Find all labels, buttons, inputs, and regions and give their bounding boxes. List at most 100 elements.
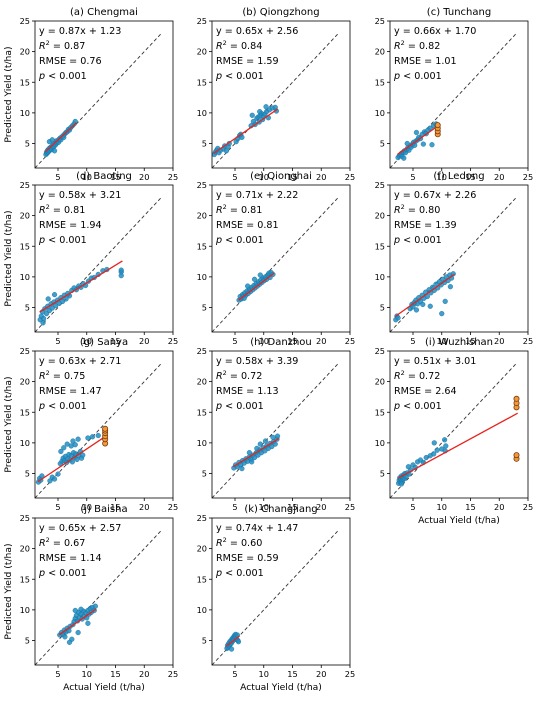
data-point [245,283,251,289]
data-point [257,109,263,115]
y-axis-label: Predicted Yield (t/ha) [3,46,14,142]
data-point [401,155,407,161]
data-point [413,129,420,136]
y-tick-label: 10 [375,272,385,282]
y-tick-label: 10 [20,108,30,118]
rmse: RMSE = 1.94 [39,220,102,231]
x-tick-label: 25 [523,336,533,346]
data-point [75,629,81,636]
r-squared: R2 = 0.80 [394,203,440,216]
data-point [398,481,405,487]
r-superscript: 2 [401,369,405,377]
points-group [35,432,101,485]
subplot-title: (f) Ledong [433,171,484,182]
data-point [75,436,81,442]
x-tick-label: 15 [287,669,297,679]
data-point [431,440,437,446]
p-symbol: p [38,235,45,246]
regression-equation: y = 0.58x + 3.39 [216,356,298,367]
x-tick-label: 10 [437,336,447,346]
p-value-text: < 0.001 [222,401,264,412]
r-symbol: R [394,205,401,216]
y-tick-label: 15 [375,77,385,87]
p-value: p < 0.001 [215,568,264,579]
identity-line [34,196,162,333]
x-tick-label: 10 [259,172,269,182]
data-point [40,320,46,326]
r-squared-value: = 0.67 [50,538,86,549]
data-point [254,445,260,451]
subplot-title: (j) Baisha [80,504,127,515]
data-point [263,104,269,110]
regression-equation: y = 0.63x + 2.71 [39,356,121,367]
x-tick-label: 20 [139,172,149,182]
rmse: RMSE = 0.76 [39,56,102,67]
data-point [80,452,86,458]
regression-equation: y = 0.74x + 1.47 [216,523,298,534]
x-tick-label: 25 [523,502,533,512]
x-tick-label: 10 [259,336,269,346]
r-superscript: 2 [46,369,50,377]
x-tick-label: 20 [139,669,149,679]
subplot-7: (g) Sanya y = 0.63x + 2.71 R2 = 0.75 RMSE =… [3,337,178,512]
y-tick-label: 5 [25,139,30,149]
r-squared-value: = 0.75 [50,371,86,382]
regression-line [394,273,455,318]
subplot-title: (e) Qionghai [250,171,312,182]
r-superscript: 2 [46,536,50,544]
data-point [251,276,258,282]
y-axis-label: Predicted Yield (t/ha) [3,210,14,306]
p-value: p < 0.001 [215,235,264,246]
r-squared: R2 = 0.87 [39,39,85,52]
regression-line [238,272,275,301]
y-tick-label: 15 [20,574,30,584]
y-tick-label: 25 [197,513,207,523]
y-tick-label: 15 [20,407,30,417]
regression-equation: y = 0.66x + 1.70 [394,26,476,37]
x-tick-label: 5 [55,502,60,512]
x-tick-label: 20 [494,336,504,346]
y-tick-label: 10 [20,272,30,282]
data-point [450,271,456,277]
x-tick-label: 5 [232,502,237,512]
y-tick-label: 15 [197,241,207,251]
x-axis-label: Actual Yield (t/ha) [63,682,145,693]
x-tick-label: 15 [287,336,297,346]
regression-equation: y = 0.65x + 2.57 [39,523,121,534]
data-point [51,476,58,482]
x-tick-label: 5 [55,172,60,182]
subplot-5: (e) Qionghai y = 0.71x + 2.22 R2 = 0.81 RMS… [197,171,356,346]
p-symbol: p [393,71,400,82]
y-tick-label: 5 [380,139,385,149]
data-point [62,634,68,640]
identity-line [211,362,339,499]
data-point [72,442,78,448]
regression-equation: y = 0.51x + 3.01 [394,356,476,367]
y-tick-label: 15 [20,77,30,87]
rmse: RMSE = 2.64 [394,386,457,397]
regression-line [225,635,241,647]
p-value-text: < 0.001 [222,71,264,82]
points-group [57,603,98,645]
subplot-10: (j) Baisha y = 0.65x + 2.57 R2 = 0.67 RMSE … [3,504,178,693]
r-superscript: 2 [223,39,227,47]
r-squared: R2 = 0.84 [216,39,262,52]
data-point [249,459,255,465]
r-superscript: 2 [46,39,50,47]
p-value-text: < 0.001 [45,71,87,82]
identity-line [34,529,162,666]
x-tick-label: 5 [232,336,237,346]
r-symbol: R [394,371,401,382]
r-squared-value: = 0.80 [405,205,441,216]
subplot-title: (d) Baoting [76,171,132,182]
regression-line [44,122,77,153]
rmse: RMSE = 1.13 [216,386,279,397]
data-point [246,450,252,456]
p-value-text: < 0.001 [222,235,264,246]
r-squared-value: = 0.60 [227,538,263,549]
points-group [393,271,456,323]
y-tick-label: 20 [20,377,30,387]
x-tick-label: 5 [410,502,415,512]
x-tick-label: 10 [437,172,447,182]
x-tick-label: 25 [168,502,178,512]
